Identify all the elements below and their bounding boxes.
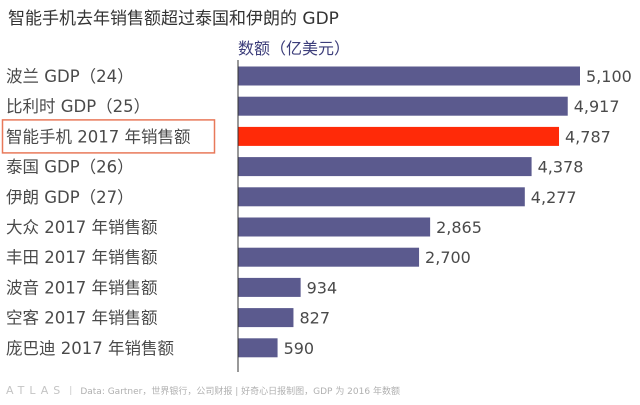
category-label: 丰田 2017 年销售额 [6, 248, 158, 267]
value-label: 827 [299, 309, 330, 328]
value-label: 4,378 [538, 158, 584, 177]
value-label: 590 [284, 339, 315, 358]
category-label: 比利时 GDP（25） [6, 97, 150, 116]
footer: ATLAS | Data: Gartner，世界银行，公司财报 | 好奇心日报制… [6, 384, 400, 397]
value-label: 4,917 [574, 97, 620, 116]
bar [238, 308, 294, 328]
footer-separator: | [69, 385, 73, 396]
bar [238, 247, 420, 267]
chart-subtitle: 数额（亿美元） [238, 39, 351, 58]
value-label: 5,100 [586, 67, 632, 86]
bar [238, 96, 568, 116]
value-label: 2,865 [436, 218, 482, 237]
category-label: 波兰 GDP（24） [6, 67, 134, 86]
bar [238, 187, 525, 207]
chart-title: 智能手机去年销售额超过泰国和伊朗的 GDP [8, 9, 339, 29]
category-label: 智能手机 2017 年销售额 [6, 127, 191, 146]
value-label: 4,787 [565, 127, 611, 146]
category-label: 空客 2017 年销售额 [6, 309, 158, 328]
value-label: 934 [307, 278, 338, 297]
source-note: Data: Gartner，世界银行，公司财报 | 好奇心日报制图，GDP 为 … [80, 387, 400, 397]
bar [238, 338, 278, 358]
highlight-frame [1, 119, 216, 154]
highlight-bar [238, 126, 560, 146]
category-label: 庞巴迪 2017 年销售额 [6, 339, 174, 358]
category-label: 波音 2017 年销售额 [6, 278, 158, 297]
value-label: 4,277 [531, 188, 577, 207]
bar [238, 157, 532, 177]
category-label: 泰国 GDP（26） [6, 158, 134, 177]
category-label: 伊朗 GDP（27） [6, 188, 134, 207]
atlas-logo: ATLAS [6, 384, 66, 397]
bar [238, 66, 580, 86]
value-label: 2,700 [425, 248, 471, 267]
bar [238, 277, 301, 297]
category-label: 大众 2017 年销售额 [6, 218, 158, 237]
bar [238, 217, 431, 237]
